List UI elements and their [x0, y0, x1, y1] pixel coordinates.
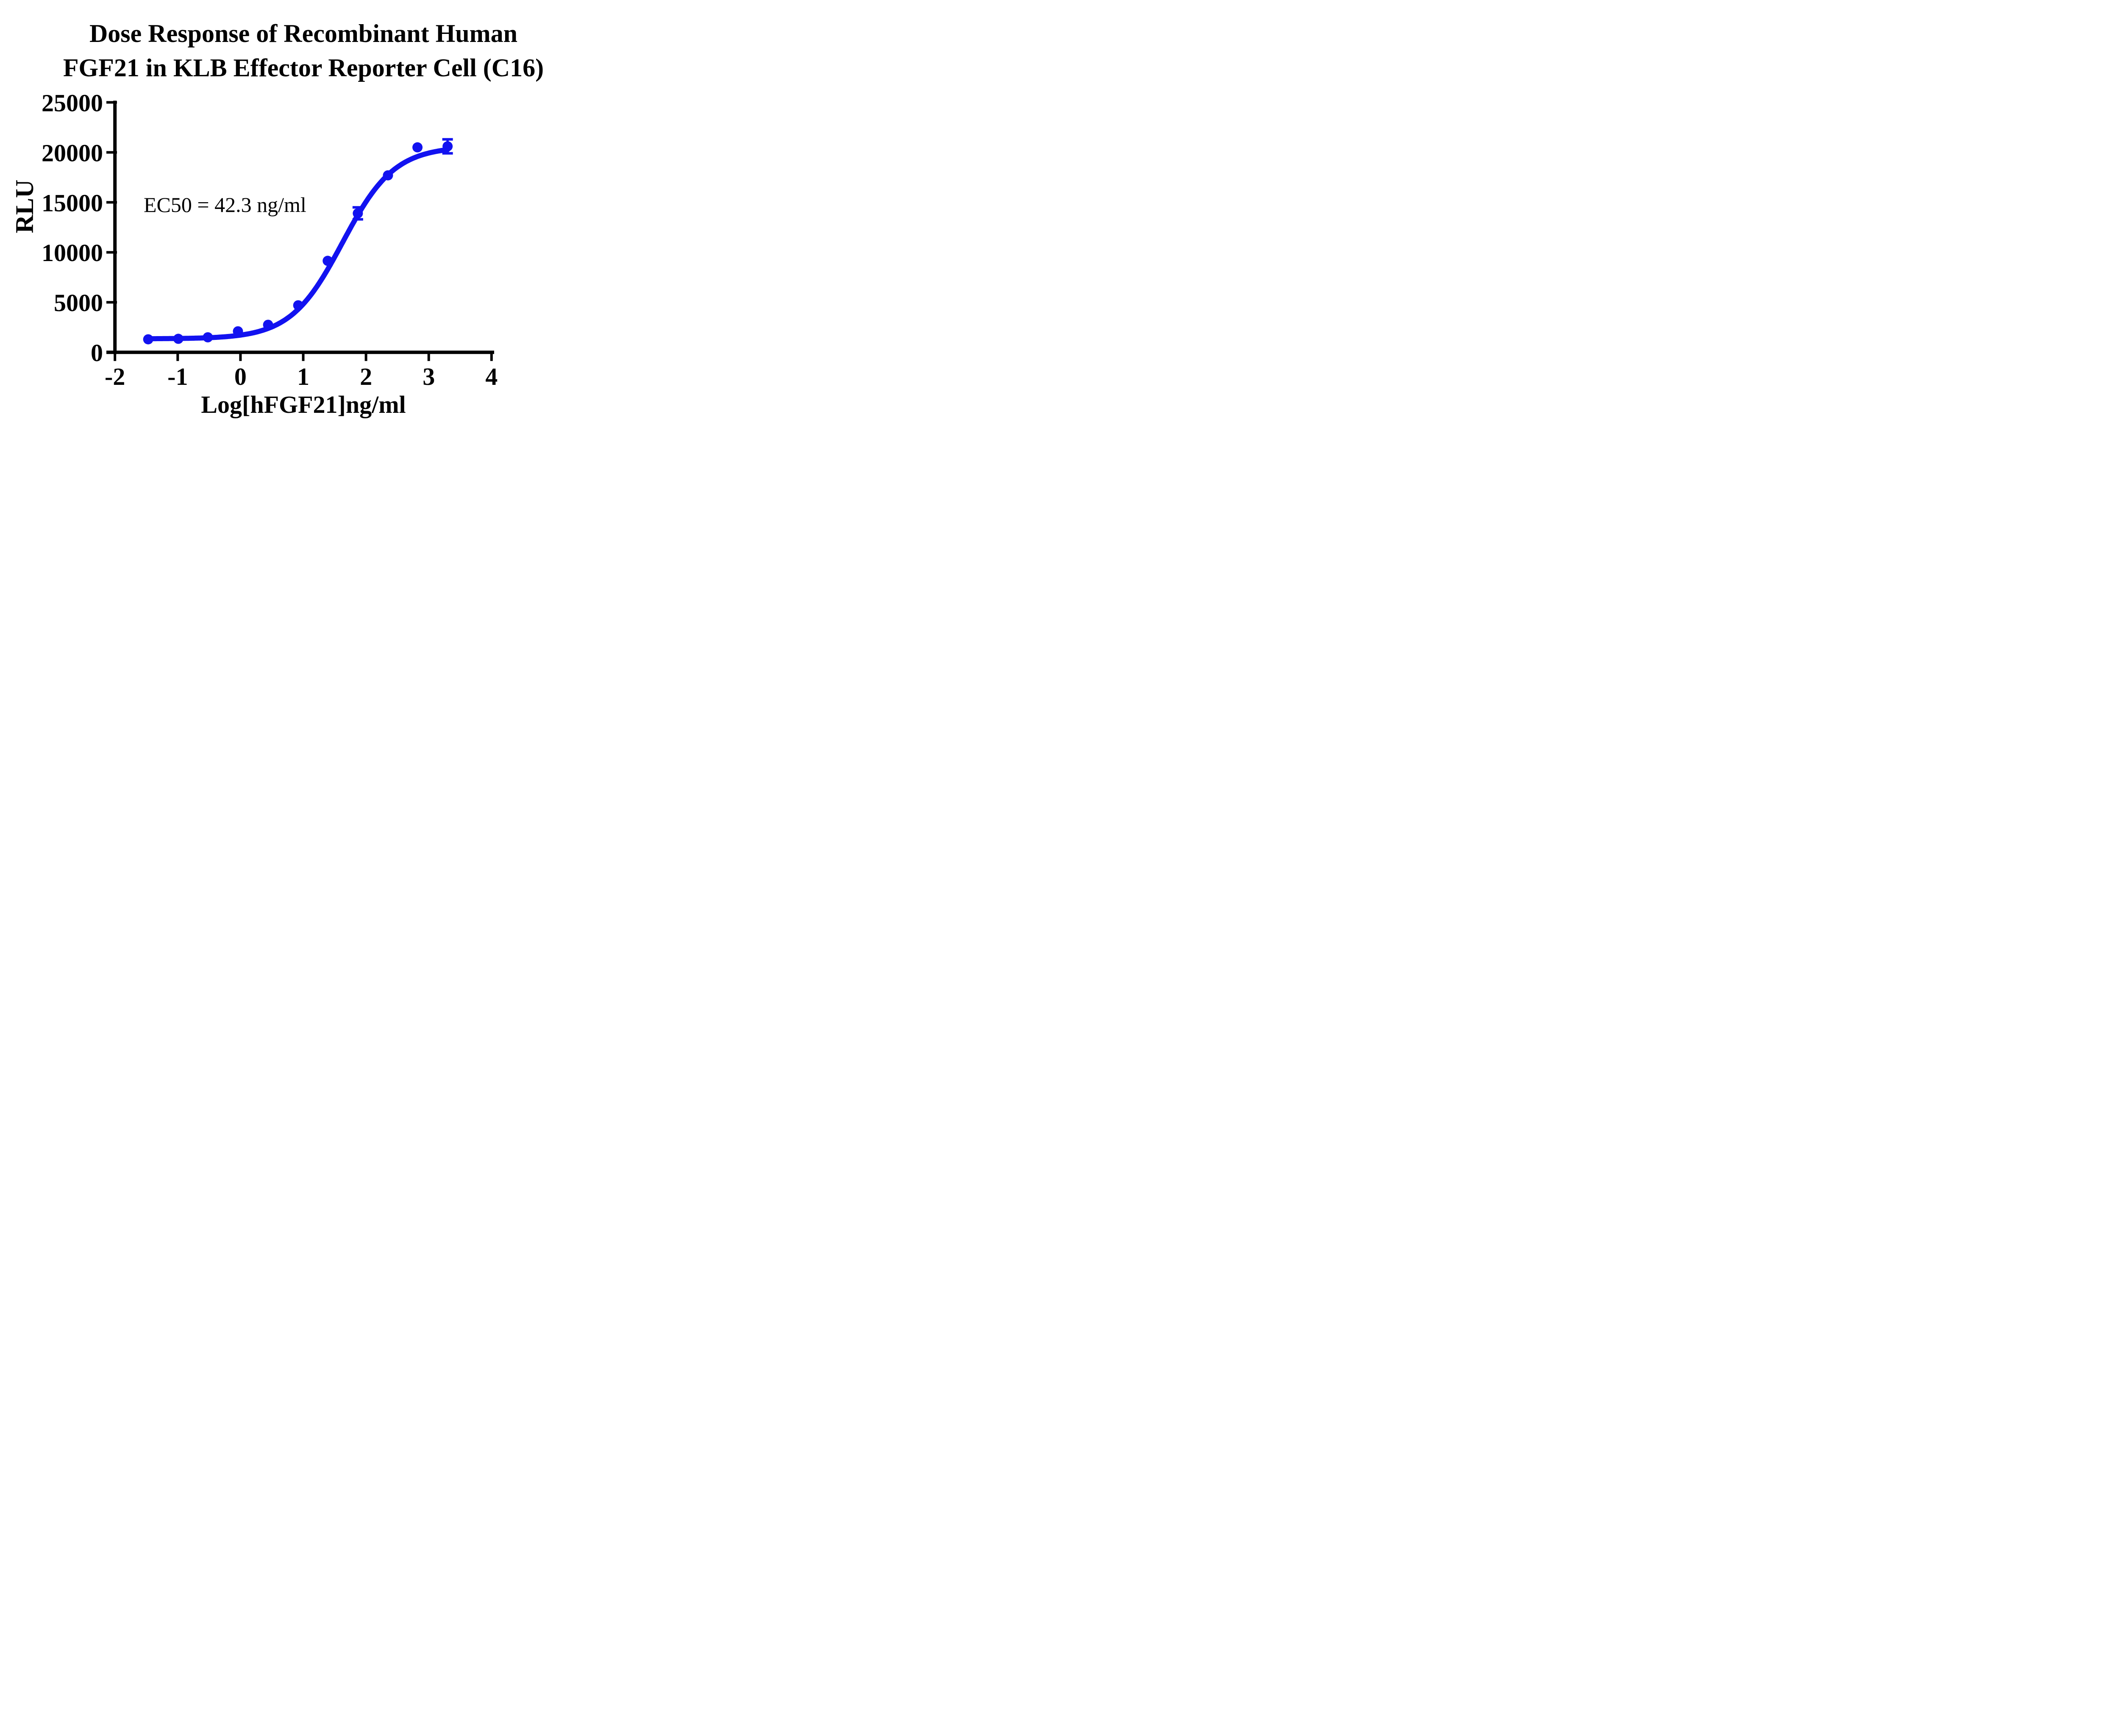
x-tick-labels: -2 -1 0 1 2 3 4 [105, 363, 498, 390]
data-series [143, 138, 453, 345]
y-tick-label-10000: 10000 [42, 239, 103, 267]
x-tick-label-1: 1 [297, 363, 309, 390]
data-point-marker [203, 332, 213, 342]
chart-title-line1: Dose Response of Recombinant Human [89, 19, 517, 47]
x-tick-label-0: 0 [234, 363, 247, 390]
data-point-marker [233, 326, 243, 337]
y-tick-labels: 0 5000 10000 15000 20000 25000 [42, 89, 103, 367]
y-tick-label-25000: 25000 [42, 89, 103, 117]
data-point-marker [412, 142, 423, 153]
y-tick-label-0: 0 [91, 339, 103, 367]
y-tick-label-15000: 15000 [42, 189, 103, 217]
data-point-marker [173, 334, 184, 344]
x-tick-label-2: 2 [360, 363, 372, 390]
chart-page: Dose Response of Recombinant Human FGF21… [0, 0, 554, 434]
data-point-marker [323, 256, 333, 266]
chart-title-line2: FGF21 in KLB Effector Reporter Cell (C16… [63, 54, 544, 82]
data-point-marker [263, 320, 273, 330]
data-point-marker [383, 170, 393, 181]
y-tick-label-20000: 20000 [42, 139, 103, 167]
x-tick-label--1: -1 [167, 363, 188, 390]
x-axis-label: Log[hFGF21]ng/ml [201, 391, 406, 418]
data-point-marker [353, 208, 363, 219]
y-tick-label-5000: 5000 [54, 289, 103, 317]
ec50-annotation: EC50 = 42.3 ng/ml [144, 193, 306, 217]
data-point-marker [442, 141, 453, 152]
dose-response-chart: Dose Response of Recombinant Human FGF21… [11, 19, 544, 418]
axes [106, 100, 494, 361]
y-axis-label: RLU [11, 180, 39, 234]
data-point-marker [143, 334, 153, 345]
x-tick-label-4: 4 [485, 363, 498, 390]
x-tick-label-3: 3 [423, 363, 435, 390]
data-point-marker [293, 300, 303, 311]
x-tick-label--2: -2 [105, 363, 125, 390]
